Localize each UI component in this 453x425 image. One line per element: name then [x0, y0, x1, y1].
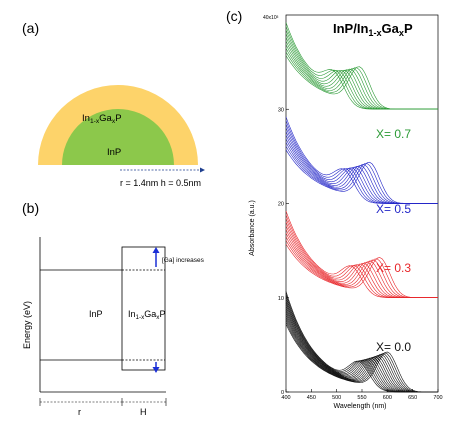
spectrum-curve [285, 149, 438, 204]
up-arrow-head [152, 247, 160, 253]
x-tick-label: 600 [383, 395, 392, 401]
spectrum-curve [285, 225, 438, 298]
core-shell-diagram: In1-xGaxP InP r = 1.4nm h = 0.5nm [38, 85, 205, 188]
series-label: X= 0.3 [376, 261, 411, 275]
energy-axis-label: Energy (eV) [22, 301, 32, 349]
spectrum-curve [285, 221, 438, 298]
y-tick-label: 20 [278, 202, 284, 208]
x-tick-label: 500 [332, 395, 341, 401]
series-group: X= 0.5 [285, 116, 438, 216]
spectrum-curve [285, 123, 438, 204]
down-arrow-head [152, 367, 160, 373]
spectrum-curve [285, 33, 438, 110]
x-axis-label: Wavelength (nm) [333, 403, 386, 410]
spectrum-curve [285, 236, 438, 298]
series-label: X= 0.0 [376, 340, 411, 354]
y-tick-label: 10 [278, 296, 284, 302]
spectrum-curve [285, 243, 438, 298]
spectrum-curve [285, 232, 438, 298]
spectrum-curve [285, 142, 438, 204]
band-diagram: Energy (eV) [Ga] increases InP In1-xGaxP… [22, 237, 205, 417]
panel-c-label: (c) [226, 8, 243, 24]
series-label: X= 0.7 [376, 127, 411, 141]
spectrum-curve [285, 116, 438, 204]
spectrum-curve [285, 210, 438, 298]
core-label: InP [107, 147, 121, 158]
x-tick-label: 550 [357, 395, 366, 401]
spectrum-curve [285, 55, 438, 110]
y-axis-label: Absorbance (a.u.) [249, 200, 256, 256]
x-tick-label: 650 [408, 395, 417, 401]
spectrum-curve [285, 321, 438, 393]
spectrum-curve [285, 26, 438, 110]
x-tick-label: 450 [307, 395, 316, 401]
x-tick-label: 400 [281, 395, 290, 401]
spectrum-curve [285, 29, 438, 110]
panel-b-label: (b) [22, 200, 40, 216]
r-label: r [78, 407, 81, 417]
plot-area: 400 450 500 550 600 650 700 0 10 20 30 X= 0.0 X= 0.3… [278, 14, 443, 401]
dimensions-label: r = 1.4nm h = 0.5nm [120, 178, 201, 188]
series-group: X= 0.7 [285, 22, 438, 141]
spectrum-curve [285, 291, 438, 393]
series-group: X= 0.3 [285, 210, 438, 298]
inp-region-label: InP [89, 309, 103, 319]
spectrum-curve [285, 48, 438, 110]
panel-a-label: (a) [22, 20, 40, 36]
x-tick-label: 700 [433, 395, 442, 401]
y-tick-label: 0 [281, 390, 284, 396]
spectrum-curve [285, 293, 438, 393]
spectrum-curve [285, 319, 438, 393]
h-label: H [140, 407, 147, 417]
spectrum-curve [285, 138, 438, 204]
series-label: X= 0.5 [376, 202, 411, 216]
chart-title: InP/In1-xGaxP [333, 21, 413, 38]
shell-band-box [121, 246, 166, 371]
spectrum-curve [285, 37, 438, 110]
core-half-disk [62, 109, 174, 165]
spectrum-curve [285, 305, 438, 393]
y-exponent-label: 40x10³ [263, 15, 279, 21]
radius-arrowhead [200, 167, 205, 173]
ga-increase-annotation: [Ga] increases [162, 257, 205, 264]
y-tick-label: 30 [278, 107, 284, 113]
spectrum-curve [285, 323, 438, 393]
series-group: X= 0.0 [285, 291, 438, 393]
